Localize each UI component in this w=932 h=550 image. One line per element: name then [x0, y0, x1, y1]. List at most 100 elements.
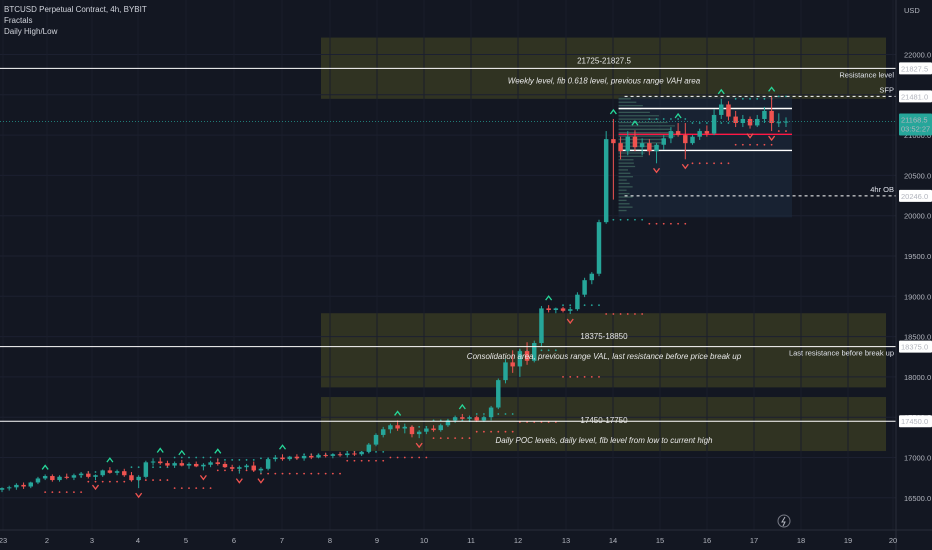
date-tick-label: 16 — [703, 536, 711, 545]
daily-low-dot — [403, 456, 406, 459]
daily-high-dot — [749, 97, 751, 100]
date-tick-label: 7 — [280, 536, 284, 545]
daily-high-dot — [598, 304, 600, 307]
candle-body — [265, 459, 271, 469]
candle-body — [754, 118, 760, 126]
candle-body — [57, 476, 62, 481]
candle-body — [179, 463, 185, 466]
candle-body — [647, 143, 652, 152]
daily-low-dot — [353, 459, 356, 462]
daily-low-dot — [367, 459, 370, 462]
fractal-down-marker — [566, 318, 574, 325]
daily-low-dot — [152, 479, 154, 481]
daily-high-dot — [483, 413, 485, 415]
daily-low-dot — [677, 222, 680, 225]
daily-low-dot — [468, 437, 471, 440]
daily-high-dot — [195, 456, 198, 459]
candle-body — [603, 139, 609, 223]
daily-low-dot — [705, 162, 708, 165]
date-tick-label: 10 — [420, 536, 428, 545]
candle-body — [359, 451, 364, 455]
candle-body — [280, 457, 285, 460]
daily-high-dot — [209, 456, 212, 459]
daily-low-dot — [626, 313, 629, 315]
daily-low-dot — [504, 430, 507, 433]
candle-body — [316, 455, 321, 458]
fractal-up-marker — [458, 403, 466, 410]
price-tag-bg — [899, 90, 932, 103]
daily-low-dot — [461, 437, 464, 440]
daily-high-dot — [677, 118, 680, 120]
candle-body — [539, 308, 544, 344]
daily-high-dot — [547, 349, 550, 352]
currency-label: USD — [904, 6, 920, 15]
candle-body — [625, 136, 630, 152]
candle-body — [675, 131, 681, 136]
candle-body — [323, 455, 328, 457]
candle-body — [431, 428, 436, 431]
price-tick-label: 16500.0 — [904, 494, 931, 503]
daily-low-dot — [576, 376, 579, 378]
candle-body — [582, 280, 587, 295]
daily-low-dot — [288, 472, 291, 475]
daily-high-dot — [231, 459, 234, 461]
daily-high-dot — [777, 95, 780, 98]
daily-low-dot — [741, 143, 744, 146]
daily-low-dot — [108, 480, 111, 483]
candle-body — [553, 308, 559, 311]
candle-body — [330, 454, 336, 456]
candle-body — [258, 468, 264, 471]
date-tick-label: 18 — [797, 536, 805, 545]
daily-high-dot — [188, 456, 190, 459]
price-axis[interactable]: USD22000.021500.021000.020500.020000.019… — [895, 0, 932, 550]
time-axis[interactable]: 23 2 3 4 5 6 7 8 9 10 11 12 13 14 15 16 17 18 19 20 — [0, 514, 932, 545]
daily-high-dot — [375, 450, 377, 453]
indicator-daily-high-low[interactable]: Daily High/Low — [4, 27, 58, 36]
price-tick-label: 21000.0 — [904, 131, 931, 140]
candle-body — [488, 407, 494, 418]
candle-body — [6, 487, 12, 489]
daily-high-dot — [785, 95, 787, 98]
indicator-fractals[interactable]: Fractals — [4, 16, 33, 25]
daily-low-dot — [80, 491, 83, 494]
daily-low-dot — [173, 487, 176, 490]
zone-title: 18375-18850 — [580, 332, 628, 341]
fractal-down-marker — [135, 492, 143, 499]
fractal-up-marker — [214, 448, 222, 454]
candle-body — [237, 467, 242, 469]
candle-body — [93, 475, 98, 477]
daily-low-dot — [483, 430, 485, 433]
daily-high-dot — [511, 413, 514, 415]
fractal-down-marker — [653, 167, 661, 174]
candle-body — [711, 114, 717, 134]
date-tick-label: 15 — [656, 536, 664, 545]
date-tick-label: 12 — [514, 536, 522, 545]
candle-body — [690, 136, 695, 144]
candle-body — [575, 294, 580, 310]
daily-low-dot — [734, 143, 737, 146]
date-tick-label: 14 — [609, 536, 617, 545]
fractal-up-marker — [156, 447, 164, 453]
candle-body — [42, 476, 48, 479]
candle-body — [467, 417, 472, 419]
daily-low-dot — [159, 479, 162, 481]
symbol-title[interactable]: BTCUSD Perpetual Contract, 4h, BYBIT — [4, 5, 147, 14]
current-price-tag-bg — [899, 113, 932, 136]
fractal-down-marker — [91, 484, 100, 491]
daily-low-dot — [224, 469, 226, 472]
daily-low-dot — [375, 459, 377, 462]
date-tick-label: 17 — [750, 536, 758, 545]
candle-body — [697, 131, 702, 137]
daily-high-dot — [475, 413, 478, 415]
candle-body — [740, 118, 746, 124]
fractal-up-marker — [609, 108, 617, 115]
daily-low-dot — [94, 480, 97, 483]
lightning-icon-bolt — [781, 516, 786, 527]
daily-high-dot — [224, 459, 226, 461]
daily-low-dot — [281, 472, 284, 475]
daily-high-dot — [540, 349, 543, 352]
zone-text-layer: 21725-21827.5 Weekly level, fib 0.618 lev… — [467, 57, 742, 445]
daily-low-dot — [439, 437, 442, 440]
candle-body — [71, 475, 77, 478]
